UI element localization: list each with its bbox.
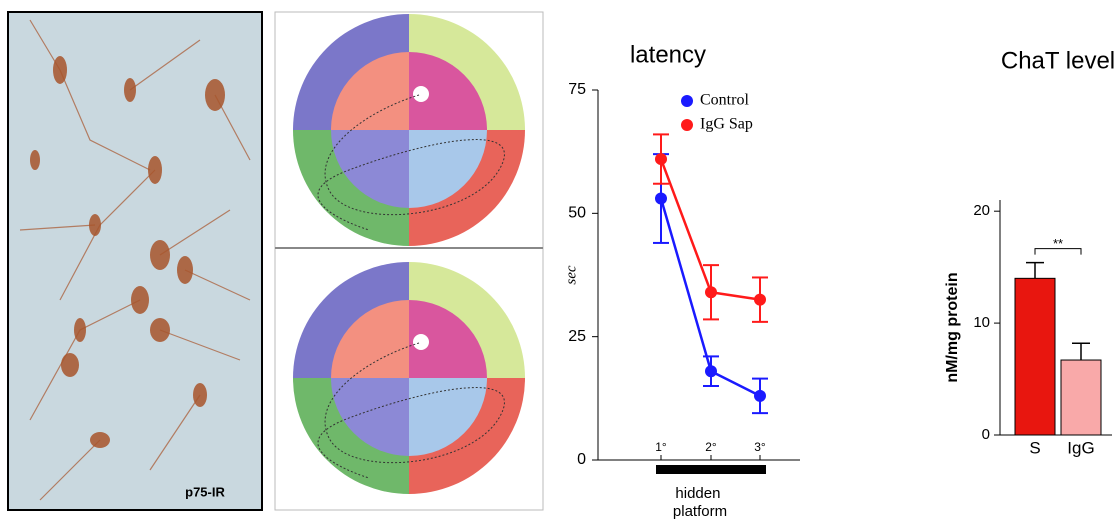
y-tick-label: 50 (568, 205, 586, 222)
point (754, 390, 766, 402)
y-tick-label: 10 (973, 314, 990, 331)
y-tick-label: 20 (973, 202, 990, 219)
x-axis-label: hidden platform (673, 485, 727, 520)
y-tick-label: 25 (568, 328, 586, 345)
micrograph: p75-IR (8, 12, 262, 510)
chart-title: latency (630, 41, 706, 68)
y-tick-label: 0 (982, 426, 990, 443)
y-axis-label: sec (563, 265, 579, 284)
point (705, 365, 717, 377)
x-tick-label: 1° (655, 440, 667, 454)
bar (1015, 278, 1055, 435)
y-axis-label: nM/mg protein (944, 272, 961, 382)
bar (1061, 360, 1101, 435)
x-tick-label: S (1029, 438, 1040, 457)
platform (413, 334, 429, 350)
legend-marker (681, 95, 693, 107)
y-tick-label: 0 (577, 451, 586, 468)
annotation: ** (1053, 236, 1063, 251)
point (655, 193, 667, 205)
legend-marker (681, 119, 693, 131)
maze-panels (275, 12, 543, 510)
point (705, 286, 717, 298)
figure: p75-IR latency sec 0 25 50 75 1° 2° 3° hidden pla… (0, 0, 1118, 524)
point (754, 294, 766, 306)
platform-bar (656, 465, 766, 474)
image-label: p75-IR (185, 484, 225, 499)
legend-label: IgG Sap (700, 116, 753, 133)
x-tick-label: 3° (754, 440, 766, 454)
point (655, 153, 667, 165)
platform (413, 86, 429, 102)
chart-title: ChaT level (1001, 47, 1115, 74)
legend-label: Control (700, 92, 749, 109)
x-tick-label: IgG (1067, 438, 1094, 457)
x-tick-label: 2° (705, 440, 717, 454)
y-tick-label: 75 (568, 81, 586, 98)
